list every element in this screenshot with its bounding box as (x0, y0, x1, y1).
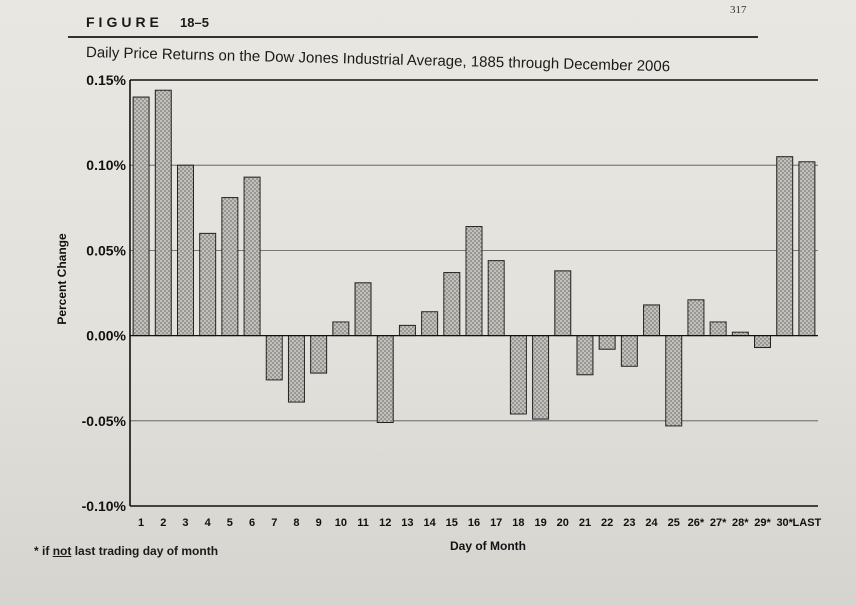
x-tick-label: 17 (490, 517, 502, 529)
x-tick-label: 4 (205, 517, 212, 529)
bar-5 (221, 197, 239, 337)
bar-17 (487, 260, 505, 337)
x-tick-label: 7 (271, 517, 277, 529)
x-tick-label: 13 (401, 517, 413, 529)
bar-3 (176, 164, 194, 337)
x-tick-label: LAST (793, 517, 822, 529)
bar-29star (754, 335, 772, 349)
page-number: 317 (730, 4, 747, 16)
x-tick-label: 23 (623, 517, 635, 529)
x-tick-label: 30* (776, 517, 793, 529)
x-tick-label: 12 (379, 517, 391, 529)
bar-24 (643, 304, 661, 337)
bar-12 (376, 335, 394, 424)
x-tick-label: 9 (316, 517, 322, 529)
x-axis-title: Day of Month (450, 539, 526, 553)
x-tick-label: 14 (423, 517, 436, 529)
bar-last (798, 161, 816, 337)
bar-14 (421, 311, 439, 337)
y-axis-title: Percent Change (55, 233, 69, 325)
bar-9 (310, 335, 328, 374)
x-tick-label: 19 (534, 517, 546, 529)
title-rule (68, 36, 758, 38)
bar-30star (776, 156, 794, 337)
x-tick-label: 5 (227, 517, 233, 529)
figure-label: FIGURE (86, 14, 163, 30)
bar-11 (354, 282, 372, 337)
x-tick-label: 21 (579, 517, 591, 529)
x-tick-label: 2 (160, 517, 166, 529)
bar-10 (332, 321, 350, 337)
bar-25 (665, 335, 683, 427)
y-tick-label: 0.10% (86, 157, 126, 173)
bar-15 (443, 272, 461, 337)
x-tick-label: 11 (357, 517, 369, 529)
x-tick-label: 15 (446, 517, 458, 529)
footnote-emphasis: not (52, 544, 72, 558)
footnote-text: last trading day of month (74, 544, 219, 558)
x-tick-label: 6 (249, 517, 255, 529)
y-tick-label: 0.15% (86, 72, 126, 88)
y-tick-label: -0.05% (82, 413, 127, 429)
x-tick-label: 10 (335, 517, 347, 529)
bar-6 (243, 176, 261, 337)
figure-number: 18–5 (180, 15, 209, 30)
x-tick-label: 29* (754, 517, 771, 529)
x-tick-label: 28* (732, 517, 749, 529)
bar-19 (532, 335, 550, 420)
y-tick-label: 0.05% (86, 242, 126, 258)
footnote: * if not last trading day of month (34, 544, 218, 558)
x-tick-label: 26* (688, 517, 705, 529)
y-tick-label: 0.00% (86, 328, 126, 344)
bar-22 (598, 335, 616, 350)
x-tick-label: 16 (468, 517, 480, 529)
bar-8 (287, 335, 305, 403)
x-tick-label: 1 (138, 517, 144, 529)
x-tick-label: 22 (601, 517, 613, 529)
bar-23 (620, 335, 638, 367)
bar-13 (398, 324, 416, 337)
bar-2 (154, 89, 172, 337)
x-tick-label: 27* (710, 517, 727, 529)
y-tick-label: -0.10% (82, 498, 127, 514)
x-tick-label: 8 (293, 517, 299, 529)
bar-26star (687, 299, 705, 337)
x-tick-label: 24 (645, 517, 658, 529)
bar-4 (199, 232, 217, 337)
bar-7 (265, 335, 283, 381)
bar-18 (509, 335, 527, 415)
bar-21 (576, 335, 594, 376)
bar-27star (709, 321, 727, 337)
x-tick-label: 3 (182, 517, 188, 529)
bar-1 (132, 96, 150, 337)
bar-16 (465, 226, 483, 337)
x-tick-label: 25 (668, 517, 680, 529)
x-tick-label: 18 (512, 517, 524, 529)
footnote-marker: * if (34, 544, 50, 558)
x-tick-label: 20 (557, 517, 569, 529)
bar-20 (554, 270, 572, 337)
